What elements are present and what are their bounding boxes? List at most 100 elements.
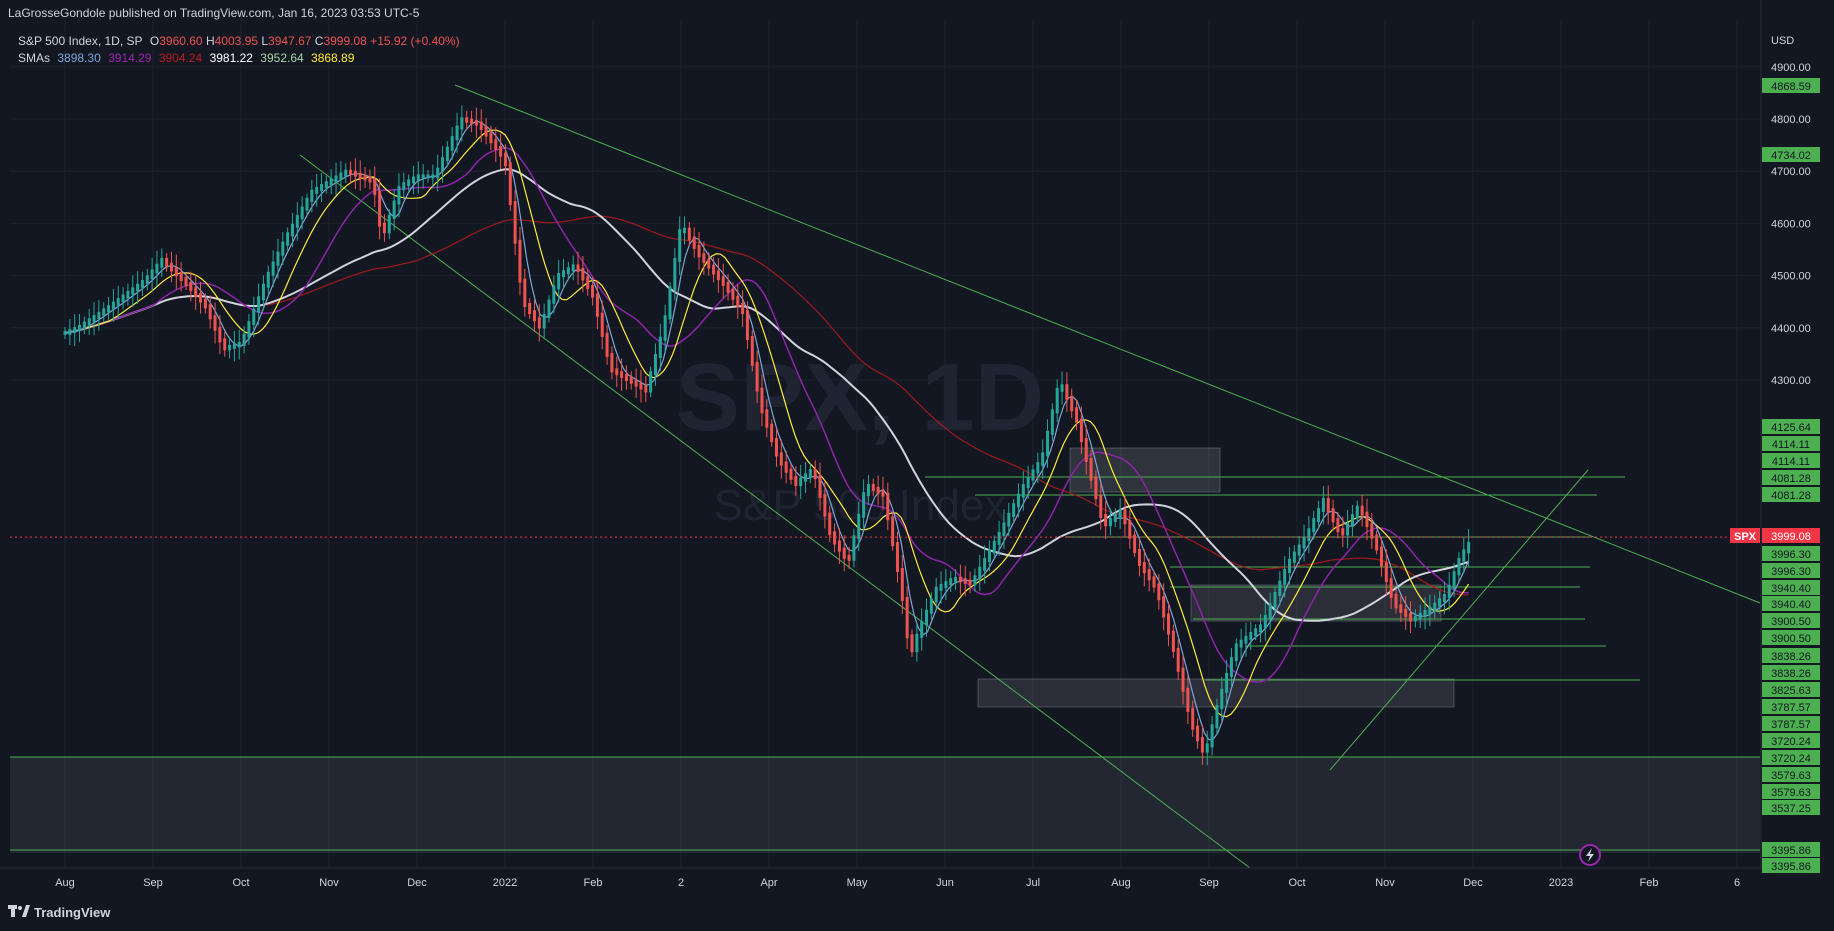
candle[interactable] bbox=[765, 409, 769, 428]
candle[interactable] bbox=[1254, 628, 1258, 637]
candle[interactable] bbox=[179, 272, 183, 282]
candle[interactable] bbox=[392, 200, 396, 219]
candle[interactable] bbox=[73, 327, 77, 334]
candle[interactable] bbox=[1442, 593, 1446, 603]
candle[interactable] bbox=[1452, 571, 1456, 589]
candle[interactable] bbox=[1263, 614, 1267, 629]
candle[interactable] bbox=[804, 473, 808, 482]
candle[interactable] bbox=[1007, 512, 1011, 527]
candle[interactable] bbox=[1137, 548, 1141, 567]
candle[interactable] bbox=[591, 285, 595, 298]
candle[interactable] bbox=[1336, 518, 1340, 533]
candle[interactable] bbox=[794, 475, 798, 487]
candle[interactable] bbox=[92, 315, 96, 323]
candle[interactable] bbox=[581, 267, 585, 281]
candle[interactable] bbox=[339, 172, 343, 180]
candle[interactable] bbox=[1210, 724, 1214, 748]
candle[interactable] bbox=[184, 277, 188, 286]
candle[interactable] bbox=[663, 315, 667, 341]
candle[interactable] bbox=[445, 146, 449, 162]
candle[interactable] bbox=[934, 586, 938, 603]
candle[interactable] bbox=[949, 578, 953, 586]
candle[interactable] bbox=[450, 136, 454, 151]
candle[interactable] bbox=[1350, 514, 1354, 527]
price-tag[interactable] bbox=[1762, 716, 1820, 731]
candle[interactable] bbox=[363, 174, 367, 181]
candle[interactable] bbox=[1046, 430, 1050, 457]
candle[interactable] bbox=[1176, 647, 1180, 672]
candle[interactable] bbox=[1389, 578, 1393, 598]
candle[interactable] bbox=[155, 263, 159, 274]
candle[interactable] bbox=[140, 280, 144, 288]
candle[interactable] bbox=[615, 368, 619, 376]
candle[interactable] bbox=[566, 267, 570, 275]
candle[interactable] bbox=[784, 461, 788, 473]
candle[interactable] bbox=[508, 162, 512, 206]
candle[interactable] bbox=[833, 531, 837, 545]
price-tag[interactable] bbox=[1762, 682, 1820, 697]
candle[interactable] bbox=[528, 302, 532, 315]
candle[interactable] bbox=[620, 371, 624, 379]
candle[interactable] bbox=[1031, 469, 1035, 481]
candle[interactable] bbox=[668, 286, 672, 320]
candle[interactable] bbox=[68, 329, 72, 336]
candle[interactable] bbox=[886, 492, 890, 521]
candle[interactable] bbox=[455, 125, 459, 141]
candle[interactable] bbox=[349, 169, 353, 175]
candle[interactable] bbox=[1171, 630, 1175, 652]
trend-line[interactable] bbox=[454, 84, 1761, 604]
candle[interactable] bbox=[716, 270, 720, 281]
candle[interactable] bbox=[397, 186, 401, 205]
candle[interactable] bbox=[910, 634, 914, 653]
price-tag[interactable] bbox=[1762, 563, 1820, 578]
candle[interactable] bbox=[1205, 743, 1209, 753]
candle[interactable] bbox=[474, 120, 478, 126]
candle[interactable] bbox=[1012, 503, 1016, 517]
candle[interactable] bbox=[600, 312, 604, 337]
candle[interactable] bbox=[411, 176, 415, 184]
candle[interactable] bbox=[136, 283, 140, 292]
candle[interactable] bbox=[750, 335, 754, 366]
price-tag[interactable] bbox=[1762, 147, 1820, 162]
candle[interactable] bbox=[862, 492, 866, 518]
candle[interactable] bbox=[489, 132, 493, 144]
candle[interactable] bbox=[320, 184, 324, 191]
candle[interactable] bbox=[1142, 562, 1146, 574]
candle[interactable] bbox=[1026, 476, 1030, 489]
candle[interactable] bbox=[1278, 580, 1282, 597]
price-tag[interactable] bbox=[1762, 78, 1820, 93]
candle[interactable] bbox=[537, 317, 541, 329]
candle[interactable] bbox=[300, 206, 304, 220]
candle[interactable] bbox=[1220, 688, 1224, 710]
candle[interactable] bbox=[697, 244, 701, 258]
candle[interactable] bbox=[673, 257, 677, 291]
candle[interactable] bbox=[1331, 508, 1335, 523]
candle[interactable] bbox=[1225, 672, 1229, 693]
candle[interactable] bbox=[634, 379, 638, 387]
candle[interactable] bbox=[382, 222, 386, 234]
candle[interactable] bbox=[779, 452, 783, 466]
candle[interactable] bbox=[1413, 615, 1417, 622]
candle[interactable] bbox=[1118, 509, 1122, 518]
candle[interactable] bbox=[368, 176, 372, 183]
candle[interactable] bbox=[1433, 602, 1437, 611]
candle[interactable] bbox=[1157, 583, 1161, 601]
candle[interactable] bbox=[1394, 593, 1398, 609]
candle[interactable] bbox=[436, 167, 440, 179]
candle[interactable] bbox=[1283, 569, 1287, 585]
candle[interactable] bbox=[1055, 387, 1059, 414]
trend-line[interactable] bbox=[299, 154, 1251, 869]
candle[interactable] bbox=[1147, 569, 1151, 581]
price-tag[interactable] bbox=[1762, 487, 1820, 502]
candle[interactable] bbox=[973, 575, 977, 586]
candle[interactable] bbox=[1438, 598, 1442, 607]
candle[interactable] bbox=[145, 275, 149, 285]
candle[interactable] bbox=[1292, 551, 1296, 563]
candle[interactable] bbox=[857, 513, 861, 540]
candle[interactable] bbox=[1370, 523, 1374, 539]
price-tag[interactable] bbox=[1762, 750, 1820, 765]
candle[interactable] bbox=[503, 152, 507, 167]
candle[interactable] bbox=[571, 264, 575, 272]
candle[interactable] bbox=[1065, 384, 1069, 400]
candle[interactable] bbox=[939, 583, 943, 591]
